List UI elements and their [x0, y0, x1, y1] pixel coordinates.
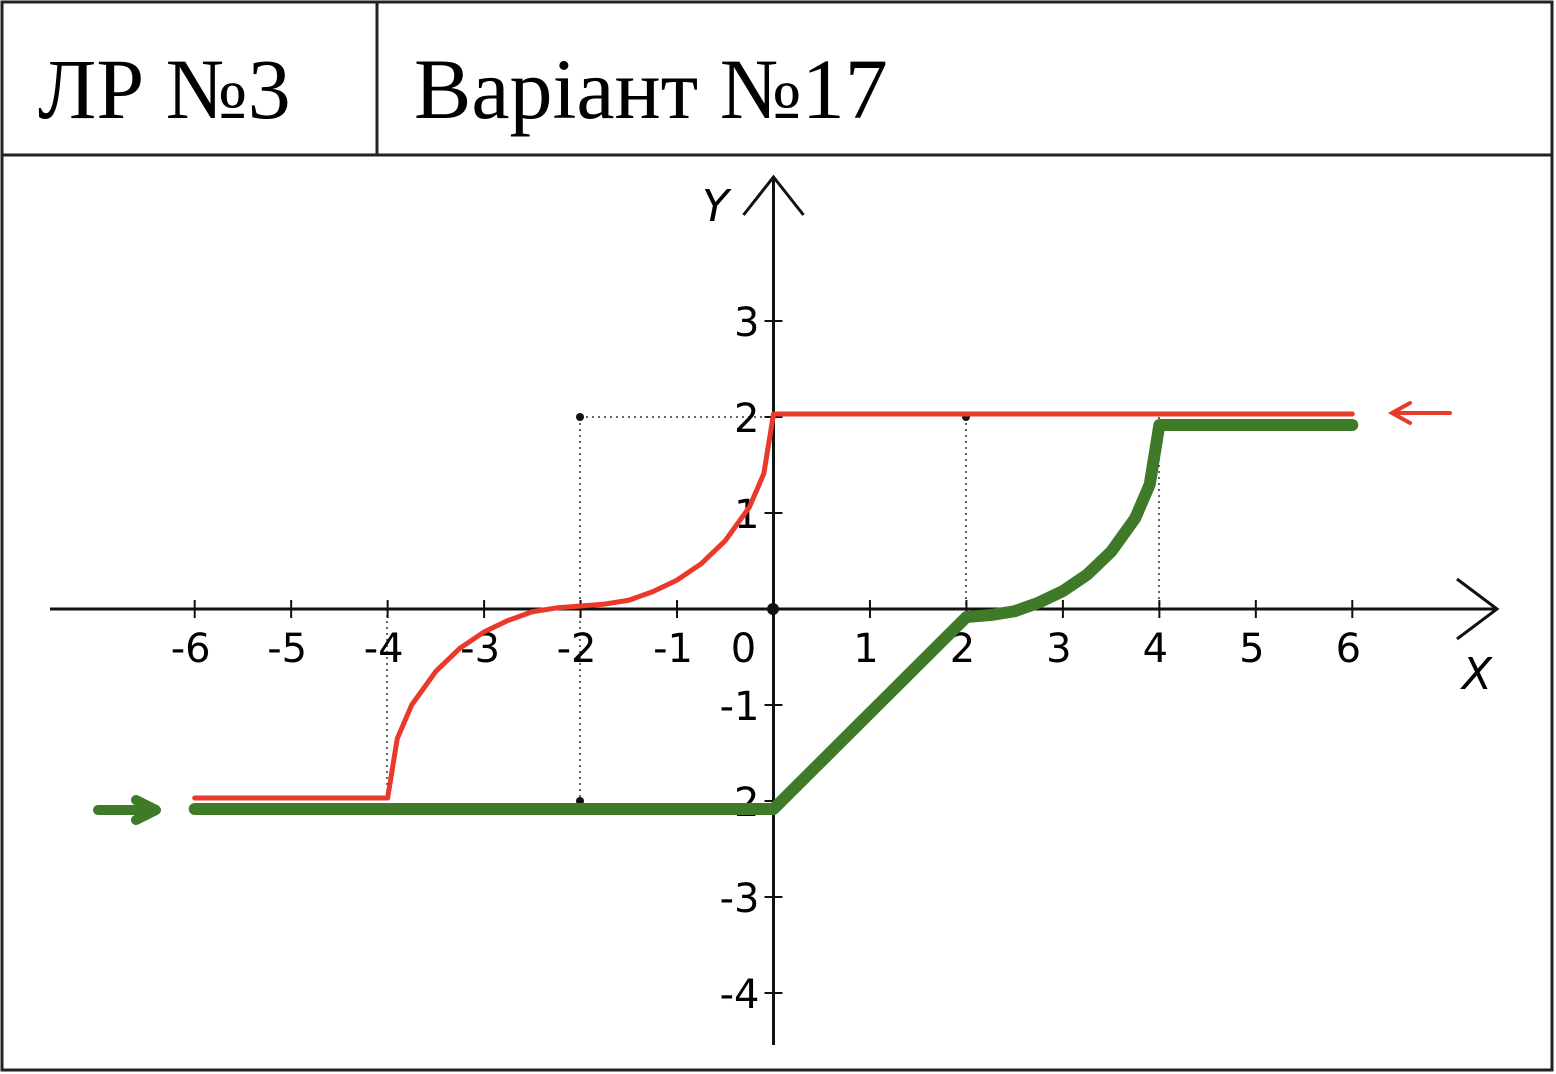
y-tick-label: -1: [720, 684, 760, 730]
x-tick-label: 4: [1143, 626, 1168, 672]
series-line: [192, 411, 1355, 801]
dot: [576, 413, 584, 421]
y-tick-label: 2: [734, 396, 759, 442]
y-tick-label: -4: [720, 972, 760, 1018]
variant-title: Варіант №17: [414, 41, 888, 137]
green-arrow: [93, 795, 161, 825]
x-tick-label: 1: [853, 626, 878, 672]
series-line: [188, 419, 1359, 815]
lab-title: ЛР №3: [38, 41, 291, 137]
red-arrow: [1387, 401, 1452, 425]
x-tick-label: -1: [653, 626, 693, 672]
x-tick-label: -4: [364, 626, 404, 672]
x-tick-label: 3: [1046, 626, 1071, 672]
x-tick-label: -5: [267, 626, 307, 672]
x-tick-label: 6: [1336, 626, 1361, 672]
x-tick-label: 0: [731, 626, 756, 672]
y-axis-arrow: [742, 174, 805, 216]
x-tick-label: -6: [171, 626, 211, 672]
y-axis-label: Y: [702, 181, 732, 232]
y-tick-label: 3: [734, 300, 759, 346]
x-axis-arrow: [1456, 577, 1500, 641]
x-axis-label: X: [1460, 649, 1493, 700]
x-tick-label: -2: [557, 626, 597, 672]
x-tick-label: 5: [1239, 626, 1264, 672]
y-tick-label: -3: [720, 876, 760, 922]
